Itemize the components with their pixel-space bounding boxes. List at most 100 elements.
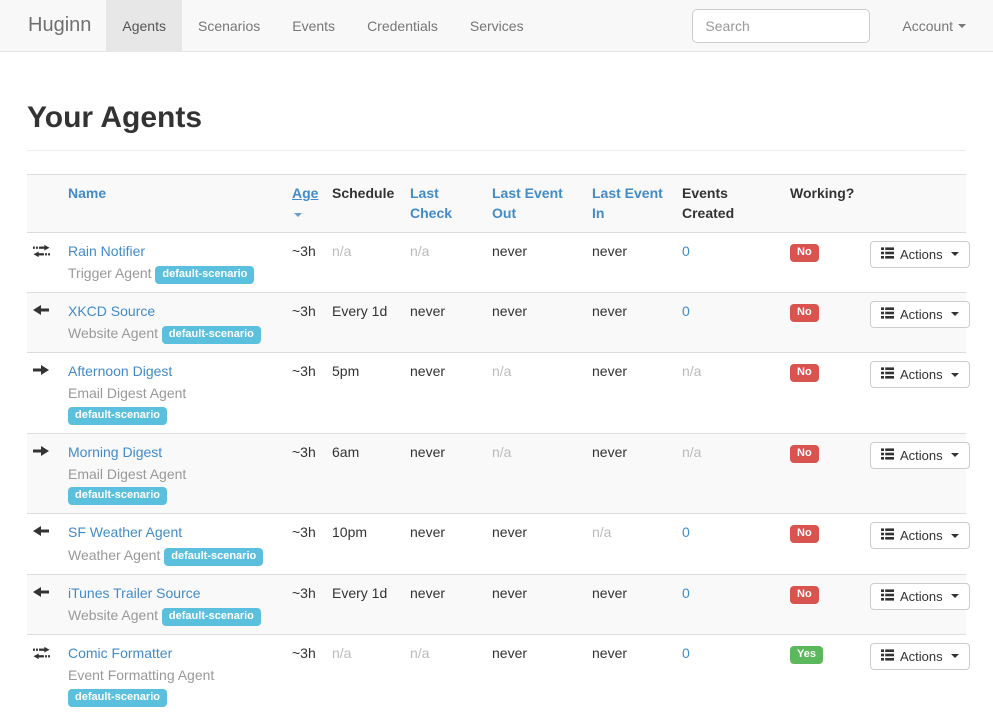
sort-by-age[interactable]: Age: [292, 185, 319, 201]
agent-last-event-out: never: [492, 644, 528, 661]
agent-type-label: Email Digest Agent: [68, 466, 187, 483]
transfer-icon: [33, 643, 50, 660]
scenario-badge[interactable]: default-scenario: [161, 607, 261, 626]
actions-button[interactable]: Actions: [870, 240, 970, 268]
nav-tab-agents[interactable]: Agents: [106, 0, 182, 51]
agent-schedule: 6am: [332, 443, 360, 460]
agent-name-link[interactable]: Morning Digest: [68, 443, 163, 460]
header-schedule: Schedule: [332, 185, 395, 201]
actions-button-label: Actions: [900, 447, 943, 463]
working-badge: No: [790, 303, 819, 322]
table-row: Rain Notifier Trigger Agent default-scen…: [27, 232, 970, 292]
sort-by-name[interactable]: Name: [68, 185, 107, 201]
sort-by-last-event-in[interactable]: Last Event In: [592, 185, 663, 222]
main-content: Your Agents Name Age Schedule Last Check…: [0, 101, 993, 715]
agent-last-check: never: [410, 443, 446, 460]
chevron-down-icon: [950, 312, 959, 317]
events-count-link[interactable]: 0: [682, 302, 690, 319]
agent-type-label: Weather Agent: [68, 546, 161, 563]
top-navbar: Huginn Agents Scenarios Events Credentia…: [0, 0, 993, 52]
agent-age: ~3h: [292, 644, 316, 661]
working-badge: No: [790, 444, 819, 463]
agent-last-event-in: n/a: [592, 524, 612, 541]
working-badge: No: [790, 364, 819, 383]
nav-tab-events[interactable]: Events: [292, 17, 336, 34]
working-badge: Yes: [790, 645, 823, 664]
chevron-down-icon: [950, 252, 959, 257]
nav-tab-services[interactable]: Services: [469, 17, 524, 34]
actions-button-label: Actions: [900, 367, 943, 383]
scenario-badge[interactable]: default-scenario: [68, 406, 167, 425]
agent-last-event-in: never: [592, 443, 628, 460]
header-working: Working?: [790, 185, 855, 201]
agent-name-link[interactable]: XKCD Source: [68, 302, 156, 319]
agent-name-link[interactable]: Comic Formatter: [68, 644, 173, 661]
arrow-right-icon: [33, 442, 49, 457]
table-row: Afternoon Digest Email Digest Agent defa…: [27, 352, 970, 434]
nav-tab-credentials[interactable]: Credentials: [367, 17, 438, 34]
actions-button[interactable]: Actions: [870, 642, 970, 670]
events-count-link[interactable]: 0: [682, 644, 690, 661]
arrow-left-icon: [33, 583, 49, 598]
actions-button[interactable]: Actions: [870, 522, 970, 550]
scenario-badge[interactable]: default-scenario: [155, 265, 255, 284]
account-label: Account: [902, 17, 953, 34]
actions-button[interactable]: Actions: [870, 300, 970, 328]
agent-age: ~3h: [292, 443, 316, 460]
scenario-badge[interactable]: default-scenario: [68, 688, 167, 707]
scenario-badge[interactable]: default-scenario: [164, 547, 264, 566]
search-input[interactable]: [692, 8, 871, 43]
agent-last-check: never: [410, 302, 446, 319]
scenario-badge[interactable]: default-scenario: [68, 487, 167, 506]
working-badge: No: [790, 243, 819, 262]
brand-logo[interactable]: Huginn: [28, 14, 92, 36]
table-row: SF Weather Agent Weather Agent default-s…: [27, 513, 970, 574]
agent-last-check: n/a: [410, 242, 430, 259]
agent-schedule: 10pm: [332, 524, 368, 541]
agent-name-link[interactable]: iTunes Trailer Source: [68, 584, 201, 601]
nav-tab-scenarios[interactable]: Scenarios: [197, 17, 261, 34]
agent-age: ~3h: [292, 242, 316, 259]
arrow-left-icon: [33, 301, 49, 316]
agent-last-check: never: [410, 524, 446, 541]
events-count-link[interactable]: 0: [682, 524, 690, 541]
events-count-link[interactable]: n/a: [682, 443, 702, 460]
list-icon: [881, 246, 894, 262]
agent-type-label: Event Formatting Agent: [68, 667, 215, 684]
agent-age: ~3h: [292, 584, 316, 601]
list-icon: [881, 649, 894, 664]
events-count-link[interactable]: n/a: [682, 363, 702, 380]
agent-schedule: Every 1d: [332, 584, 388, 601]
header-actions-col: [862, 175, 966, 233]
list-icon: [881, 528, 894, 543]
main-nav: Agents Scenarios Events Credentials Serv…: [106, 0, 539, 51]
agent-last-event-in: never: [592, 302, 628, 319]
agent-type-label: Website Agent: [68, 325, 159, 342]
table-row: iTunes Trailer Source Website Agent defa…: [27, 574, 970, 635]
events-count-link[interactable]: 0: [682, 242, 690, 259]
actions-button[interactable]: Actions: [870, 441, 970, 469]
agent-last-event-in: never: [592, 584, 628, 601]
actions-button-label: Actions: [900, 588, 943, 604]
actions-button[interactable]: Actions: [870, 582, 970, 610]
agent-last-event-out: n/a: [492, 443, 512, 460]
table-row: Morning Digest Email Digest Agent defaul…: [27, 433, 970, 514]
actions-button-label: Actions: [900, 648, 943, 664]
agent-name-link[interactable]: Rain Notifier: [68, 242, 146, 259]
agent-name-link[interactable]: Afternoon Digest: [68, 363, 173, 380]
scenario-badge[interactable]: default-scenario: [161, 326, 261, 345]
agent-name-link[interactable]: SF Weather Agent: [68, 524, 183, 541]
actions-button-label: Actions: [900, 528, 943, 544]
actions-button[interactable]: Actions: [870, 361, 970, 389]
agent-last-event-out: n/a: [492, 363, 512, 380]
sort-by-last-check[interactable]: Last Check: [410, 185, 453, 222]
list-icon: [881, 589, 894, 604]
agent-last-event-in: never: [592, 644, 628, 661]
account-menu[interactable]: Account: [902, 18, 966, 34]
events-count-link[interactable]: 0: [682, 584, 690, 601]
agent-schedule: n/a: [332, 242, 352, 259]
sort-by-last-event-out[interactable]: Last Event Out: [492, 185, 563, 222]
actions-button-label: Actions: [900, 246, 943, 262]
agent-type-label: Email Digest Agent: [68, 385, 187, 402]
agent-last-check: never: [410, 363, 446, 380]
